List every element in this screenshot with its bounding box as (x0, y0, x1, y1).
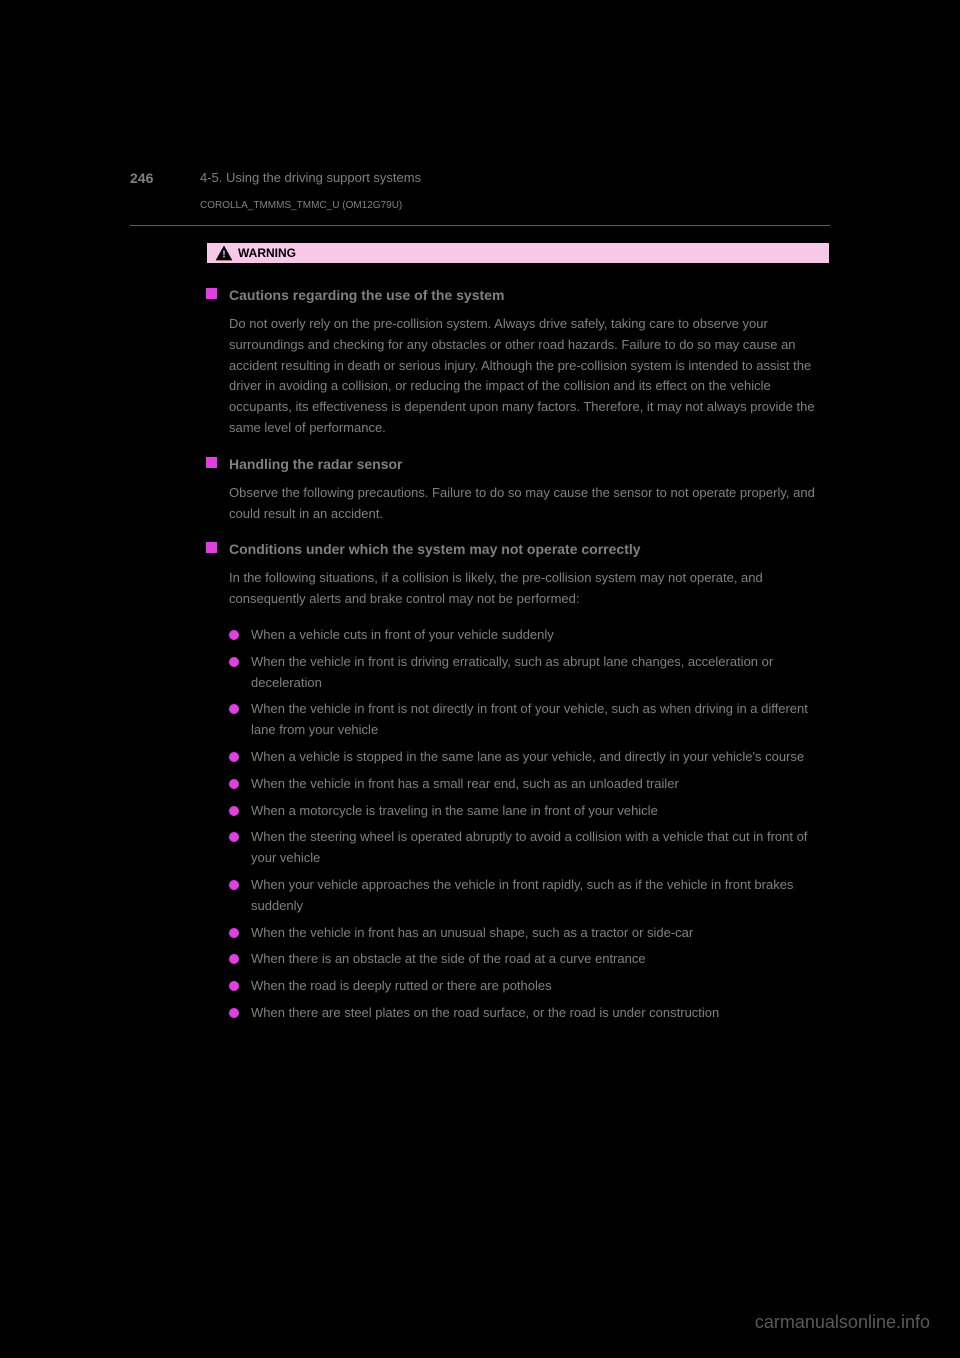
list-item: When a vehicle cuts in front of your veh… (229, 625, 830, 646)
list-item: When there is an obstacle at the side of… (229, 949, 830, 970)
header-section-title: 4-5. Using the driving support systems (200, 170, 421, 185)
list-item: When a motorcycle is traveling in the sa… (229, 801, 830, 822)
section-body: Do not overly rely on the pre-collision … (229, 314, 830, 439)
section-title: Handling the radar sensor (229, 454, 402, 475)
section-header: Conditions under which the system may no… (206, 539, 830, 560)
section-title: Cautions regarding the use of the system (229, 285, 504, 306)
page-number: 246 (130, 170, 153, 186)
watermark: carmanualsonline.info (755, 1312, 930, 1333)
square-bullet-icon (206, 542, 217, 553)
warning-label: WARNING (238, 246, 296, 260)
list-item: When a vehicle is stopped in the same la… (229, 747, 830, 768)
round-bullet-icon (229, 880, 239, 890)
bullet-text: When the vehicle in front has an unusual… (251, 923, 693, 944)
list-item: When the vehicle in front is not directl… (229, 699, 830, 741)
round-bullet-icon (229, 1008, 239, 1018)
bullet-text: When a motorcycle is traveling in the sa… (251, 801, 658, 822)
bullet-text: When there are steel plates on the road … (251, 1003, 719, 1024)
bullet-text: When a vehicle cuts in front of your veh… (251, 625, 554, 646)
round-bullet-icon (229, 704, 239, 714)
warning-triangle-icon: ! (215, 245, 233, 261)
section-body: In the following situations, if a collis… (229, 568, 830, 610)
round-bullet-icon (229, 832, 239, 842)
round-bullet-icon (229, 779, 239, 789)
list-item: When your vehicle approaches the vehicle… (229, 875, 830, 917)
list-item: When the vehicle in front has an unusual… (229, 923, 830, 944)
bullet-text: When a vehicle is stopped in the same la… (251, 747, 804, 768)
bullet-text: When the vehicle in front has a small re… (251, 774, 679, 795)
round-bullet-icon (229, 981, 239, 991)
round-bullet-icon (229, 954, 239, 964)
section-title: Conditions under which the system may no… (229, 539, 641, 560)
square-bullet-icon (206, 457, 217, 468)
round-bullet-icon (229, 630, 239, 640)
page-content: Cautions regarding the use of the system… (206, 275, 830, 1030)
list-item: When the road is deeply rutted or there … (229, 976, 830, 997)
round-bullet-icon (229, 928, 239, 938)
bullet-text: When the steering wheel is operated abru… (251, 827, 830, 869)
header-divider (130, 225, 830, 226)
section-body: Observe the following precautions. Failu… (229, 483, 830, 525)
list-item: When the vehicle in front is driving err… (229, 652, 830, 694)
list-item: When the vehicle in front has a small re… (229, 774, 830, 795)
header-part-code: COROLLA_TMMMS_TMMC_U (OM12G79U) (200, 200, 402, 211)
bullet-text: When the vehicle in front is not directl… (251, 699, 830, 741)
warning-box: ! WARNING (206, 242, 830, 264)
bullet-text: When the road is deeply rutted or there … (251, 976, 552, 997)
bullet-text: When your vehicle approaches the vehicle… (251, 875, 830, 917)
round-bullet-icon (229, 806, 239, 816)
square-bullet-icon (206, 288, 217, 299)
list-item: When the steering wheel is operated abru… (229, 827, 830, 869)
bullet-text: When there is an obstacle at the side of… (251, 949, 646, 970)
section-header: Cautions regarding the use of the system (206, 285, 830, 306)
round-bullet-icon (229, 657, 239, 667)
section-header: Handling the radar sensor (206, 454, 830, 475)
svg-text:!: ! (222, 249, 225, 260)
list-item: When there are steel plates on the road … (229, 1003, 830, 1024)
round-bullet-icon (229, 752, 239, 762)
bullet-text: When the vehicle in front is driving err… (251, 652, 830, 694)
